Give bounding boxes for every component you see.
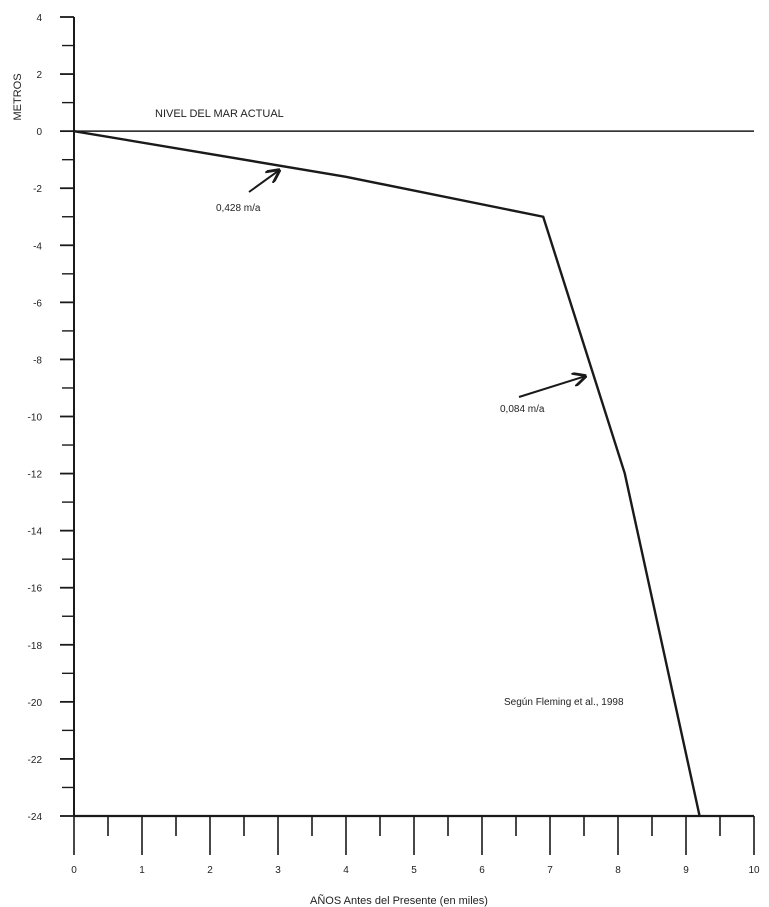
x-tick-label: 6 — [479, 865, 485, 876]
annotation-label: 0,084 m/a — [500, 404, 545, 415]
y-tick-label: -20 — [28, 698, 43, 709]
source-note: Según Fleming et al., 1998 — [504, 697, 624, 708]
x-tick-label: 1 — [139, 865, 145, 876]
y-tick-label: 4 — [36, 13, 42, 24]
x-tick-label: 0 — [71, 865, 77, 876]
y-tick-label: -10 — [28, 413, 43, 424]
y-tick-label: -14 — [28, 527, 43, 538]
annotation-arrow — [518, 377, 584, 398]
x-tick-label: 4 — [343, 865, 349, 876]
y-tick-label: 2 — [36, 70, 42, 81]
x-tick-label: 8 — [615, 865, 621, 876]
y-tick-label: -4 — [33, 241, 42, 252]
annotation-label: 0,428 m/a — [216, 203, 261, 214]
y-tick-label: -12 — [28, 470, 43, 481]
y-tick-label: -2 — [33, 184, 42, 195]
y-tick-label: -24 — [28, 812, 43, 823]
y-tick-label: -22 — [28, 755, 43, 766]
x-tick-label: 3 — [275, 865, 281, 876]
x-tick-label: 7 — [547, 865, 553, 876]
x-tick-label: 5 — [411, 865, 417, 876]
x-axis-label: AÑOS Antes del Presente (en miles) — [310, 894, 488, 907]
y-tick-label: -16 — [28, 584, 43, 595]
x-tick-label: 9 — [683, 865, 689, 876]
y-tick-label: -18 — [28, 641, 43, 652]
x-tick-label: 10 — [748, 865, 760, 876]
y-axis-label: METROS — [12, 73, 24, 120]
reference-line-label: NIVEL DEL MAR ACTUAL — [155, 108, 284, 120]
y-tick-label: -8 — [33, 355, 42, 366]
y-tick-label: 0 — [36, 127, 42, 138]
series-group — [73, 129, 701, 817]
sea-level-line — [73, 129, 701, 817]
annotation-arrow — [248, 171, 278, 193]
x-axis: 0 1 2 3 4 5 6 7 8 9 10 — [71, 814, 760, 876]
annotations: 0,428 m/a 0,084 m/a — [216, 171, 584, 415]
y-axis: 4 2 0 -2 -4 -6 -8 -10 -12 -14 -16 -18 -20 -22 -24 — [28, 13, 75, 823]
x-tick-label: 2 — [207, 865, 213, 876]
y-tick-label: -6 — [33, 298, 42, 309]
